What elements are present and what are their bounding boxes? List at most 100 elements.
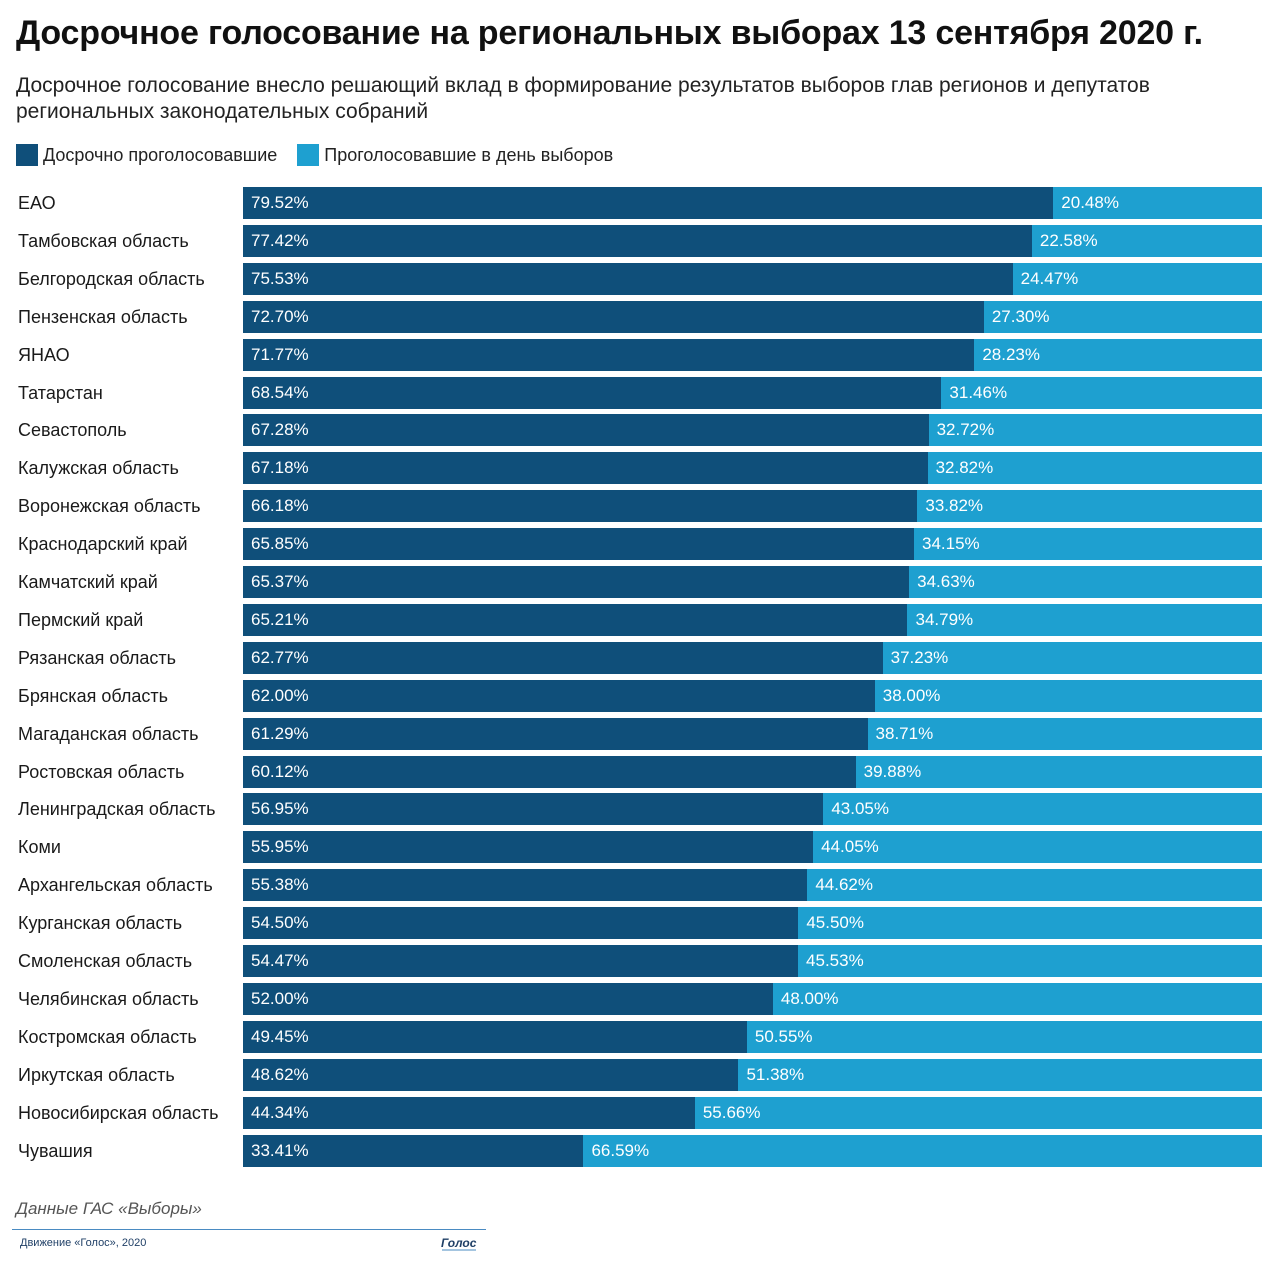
- category-label: ЯНАО: [18, 344, 70, 365]
- data-label: 66.18%: [251, 496, 309, 516]
- bar-segment-early: 71.77%: [243, 338, 975, 371]
- data-label: 38.71%: [875, 723, 934, 743]
- bar-row: Магаданская область 61.29% 38.71%: [0, 717, 1280, 750]
- footer-divider: [12, 1229, 486, 1230]
- stacked-bar-chart: ЕАО 79.52% 20.48% Тамбовская область 77.42% 2…: [0, 187, 1280, 1169]
- bar-track: 68.54% 31.46%: [243, 376, 1262, 409]
- bar-track: 60.12% 39.88%: [243, 755, 1262, 788]
- bar-track: 79.52% 20.48%: [243, 187, 1262, 219]
- golos-logo-icon: Голос: [441, 1236, 477, 1251]
- data-label: 56.95%: [251, 799, 309, 819]
- data-label: 24.47%: [1020, 268, 1079, 288]
- data-label: 55.66%: [702, 1102, 761, 1122]
- bar-track: 55.38% 44.62%: [243, 869, 1262, 902]
- legend-item-early: Досрочно проголосовавшие: [16, 144, 277, 166]
- footer-organization: Движение «Голос», 2020: [20, 1237, 147, 1249]
- bar-track: 54.50% 45.50%: [243, 907, 1262, 940]
- bar-segment-early: 68.54%: [243, 376, 942, 409]
- data-label: 72.70%: [251, 306, 309, 326]
- category-label: Курганская область: [18, 913, 183, 934]
- bar-row: Рязанская область 62.77% 37.23%: [0, 641, 1280, 674]
- category-label: Белгородская область: [18, 268, 205, 289]
- bar-segment-election-day: 45.53%: [798, 945, 1262, 977]
- bar-segment-election-day: 24.47%: [1012, 262, 1262, 295]
- bar-row: Тамбовская область 77.42% 22.58%: [0, 224, 1280, 257]
- data-label: 45.50%: [806, 913, 865, 933]
- bar-segment-early: 54.50%: [243, 907, 799, 940]
- data-label: 61.29%: [251, 723, 309, 743]
- bar-segment-early: 62.77%: [243, 641, 883, 674]
- data-label: 54.47%: [251, 951, 309, 970]
- bar-segment-election-day: 27.30%: [983, 300, 1262, 333]
- bar-row: Костромская область 49.45% 50.55%: [0, 1020, 1280, 1053]
- bar-segment-early: 33.41%: [243, 1134, 584, 1167]
- bar-row: Татарстан 68.54% 31.46%: [0, 376, 1280, 409]
- bar-row: Севастополь 67.28% 32.72%: [0, 414, 1280, 447]
- data-label: 32.72%: [936, 420, 995, 440]
- data-label: 48.00%: [780, 988, 839, 1008]
- bar-segment-election-day: 38.71%: [867, 717, 1262, 750]
- category-label: Татарстан: [18, 382, 103, 403]
- bar-track: 56.95% 43.05%: [243, 793, 1262, 826]
- data-label: 67.18%: [251, 458, 309, 478]
- category-label: Магаданская область: [18, 723, 199, 744]
- bar-segment-election-day: 50.55%: [746, 1020, 1262, 1053]
- legend-swatch-election-day: [297, 144, 320, 166]
- bar-segment-early: 54.47%: [243, 945, 799, 977]
- data-label: 50.55%: [754, 1026, 813, 1046]
- bar-row: ЕАО 79.52% 20.48%: [0, 187, 1280, 219]
- category-label: Коми: [18, 837, 61, 858]
- bar-track: 44.34% 55.66%: [243, 1096, 1262, 1129]
- data-label: 44.05%: [821, 837, 879, 857]
- legend-item-election-day: Проголосовавшие в день выборов: [297, 144, 613, 166]
- bar-segment-election-day: 22.58%: [1031, 224, 1262, 257]
- bar-segment-early: 77.42%: [243, 224, 1032, 257]
- data-label: 60.12%: [251, 761, 309, 781]
- bar-segment-early: 79.52%: [243, 187, 1054, 219]
- bar-track: 49.45% 50.55%: [243, 1020, 1262, 1053]
- data-label: 55.95%: [251, 837, 309, 857]
- category-label: Чувашия: [18, 1140, 93, 1161]
- bar-segment-election-day: 34.79%: [907, 603, 1262, 636]
- category-label: Брянская область: [18, 685, 168, 706]
- category-label: Ленинградская область: [18, 799, 216, 820]
- bar-row: Воронежская область 66.18% 33.82%: [0, 490, 1280, 523]
- data-label: 75.53%: [251, 268, 309, 288]
- data-source: Данные ГАС «Выборы»: [16, 1199, 202, 1218]
- legend-label-election-day: Проголосовавшие в день выборов: [324, 144, 614, 165]
- bar-row: ЯНАО 71.77% 28.23%: [0, 338, 1280, 371]
- category-label: Пермский край: [18, 609, 144, 630]
- bar-track: 55.95% 44.05%: [243, 831, 1262, 864]
- category-label: Челябинская область: [18, 988, 199, 1009]
- bar-row: Брянская область 62.00% 38.00%: [0, 679, 1280, 712]
- bar-segment-election-day: 39.88%: [855, 755, 1262, 788]
- bar-segment-election-day: 37.23%: [882, 641, 1262, 674]
- data-label: 65.37%: [251, 572, 309, 591]
- golos-logo-text: Голос: [441, 1236, 477, 1250]
- bar-segment-early: 60.12%: [243, 755, 856, 788]
- data-label: 32.82%: [935, 458, 994, 478]
- bar-track: 62.77% 37.23%: [243, 641, 1262, 674]
- bar-track: 61.29% 38.71%: [243, 717, 1262, 750]
- category-label: Смоленская область: [18, 951, 193, 971]
- bar-segment-election-day: 34.15%: [914, 528, 1262, 561]
- data-label: 44.34%: [251, 1102, 309, 1122]
- category-label: Севастополь: [18, 420, 127, 441]
- bar-row: Ростовская область 60.12% 39.88%: [0, 755, 1280, 788]
- bar-row: Челябинская область 52.00% 48.00%: [0, 982, 1280, 1015]
- bar-segment-early: 56.95%: [243, 793, 824, 826]
- bar-row: Курганская область 54.50% 45.50%: [0, 907, 1280, 940]
- data-label: 62.00%: [251, 685, 309, 705]
- category-label: Рязанская область: [18, 647, 177, 668]
- bar-segment-early: 44.34%: [243, 1096, 695, 1129]
- bar-row: Новосибирская область 44.34% 55.66%: [0, 1096, 1280, 1129]
- bar-track: 71.77% 28.23%: [243, 338, 1262, 371]
- data-label: 28.23%: [982, 344, 1040, 364]
- bar-track: 62.00% 38.00%: [243, 679, 1262, 712]
- data-label: 33.82%: [925, 496, 984, 516]
- bar-row: Камчатский край 65.37% 34.63%: [0, 566, 1280, 598]
- chart-title: Досрочное голосование на региональных вы…: [16, 14, 1203, 52]
- data-label: 65.85%: [251, 534, 309, 554]
- bar-segment-election-day: 44.05%: [813, 831, 1262, 864]
- data-label: 43.05%: [831, 799, 889, 819]
